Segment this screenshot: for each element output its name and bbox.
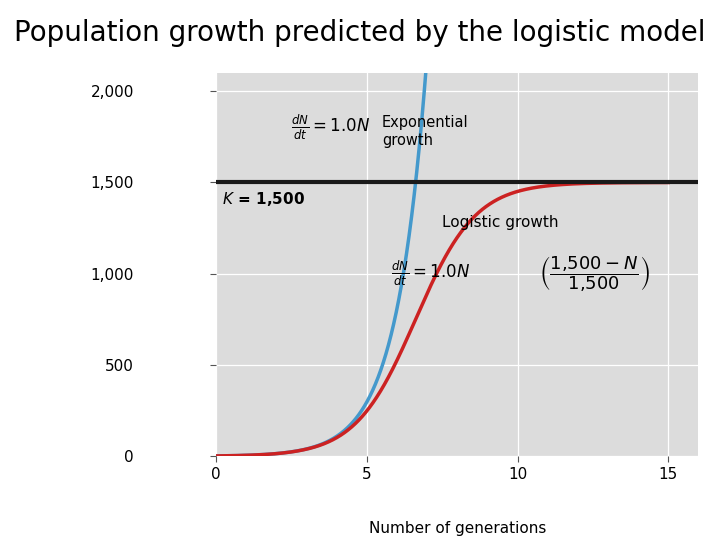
Text: $\mathit{K}$ = 1,500: $\mathit{K}$ = 1,500 <box>222 190 305 208</box>
Text: $\left(\dfrac{1{,}500 - N}{1{,}500}\right)$: $\left(\dfrac{1{,}500 - N}{1{,}500}\righ… <box>539 254 649 294</box>
Text: Exponential
growth: Exponential growth <box>382 115 469 147</box>
Text: Logistic growth: Logistic growth <box>442 215 559 230</box>
Text: $\frac{dN}{dt}$$ = 1.0N$: $\frac{dN}{dt}$$ = 1.0N$ <box>292 113 370 142</box>
X-axis label: Number of generations: Number of generations <box>369 521 546 536</box>
Text: Population growth predicted by the logistic model: Population growth predicted by the logis… <box>14 19 706 47</box>
Text: $\frac{dN}{dt}$$ = 1.0N$: $\frac{dN}{dt}$$ = 1.0N$ <box>391 259 470 288</box>
